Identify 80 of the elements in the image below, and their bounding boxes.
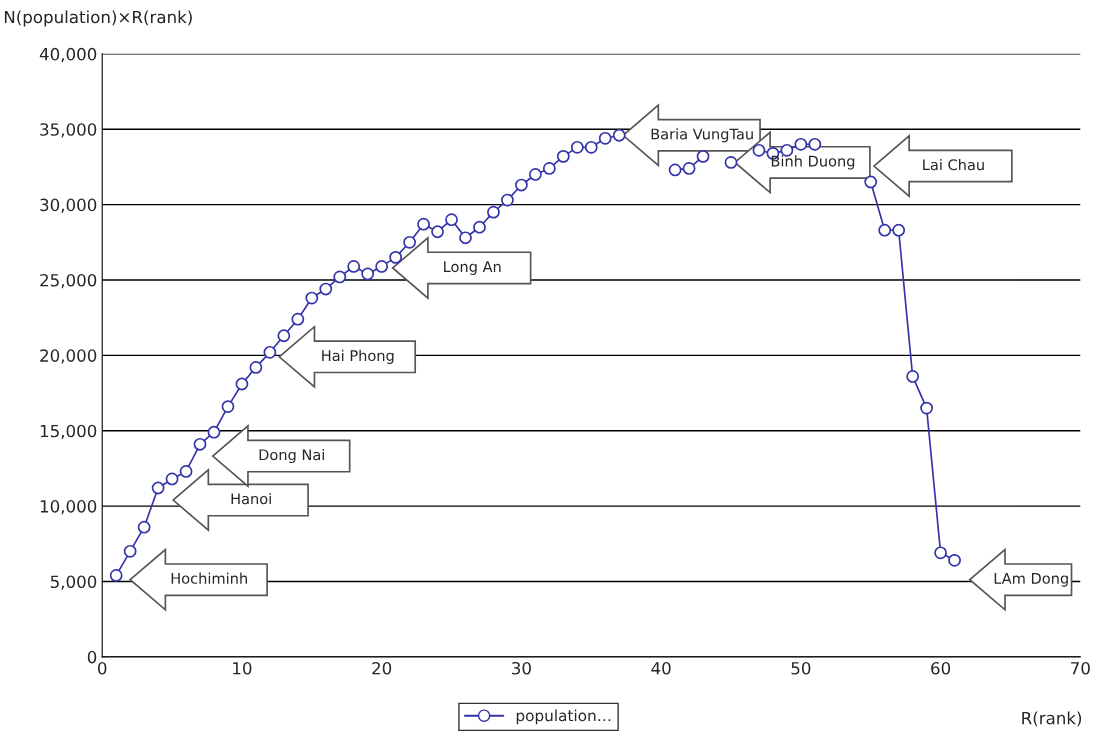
- point: [570, 140, 584, 154]
- x-tick-label: 0: [98, 661, 107, 675]
- point: [123, 544, 137, 558]
- y-tick-label: 15,000: [40, 424, 97, 439]
- point: [668, 163, 682, 177]
- x-tick-label: 40: [651, 661, 671, 675]
- annotation: Dong Nai: [259, 448, 324, 464]
- point: [752, 143, 766, 157]
- point: [151, 481, 165, 495]
- point: [459, 231, 472, 245]
- x-axis-title: R(rank): [1022, 711, 1082, 727]
- point: [361, 267, 375, 281]
- annotation: Long An: [444, 261, 501, 275]
- point: [473, 220, 486, 234]
- point: [501, 193, 514, 207]
- y-tick-label: 35,000: [40, 123, 97, 138]
- point: [794, 137, 808, 151]
- point: [319, 282, 333, 296]
- point: [682, 162, 696, 175]
- point: [333, 270, 347, 284]
- point: [431, 225, 444, 239]
- point: [808, 137, 822, 151]
- point: [417, 217, 430, 231]
- point: [235, 377, 249, 391]
- point: [528, 168, 542, 181]
- point: [487, 205, 500, 219]
- point: [556, 149, 570, 163]
- point: [934, 546, 947, 560]
- y-tick-label: 40,000: [39, 47, 97, 63]
- point: [584, 140, 598, 154]
- annotation: Hanoi: [231, 493, 271, 505]
- annotation: Hai Phong: [322, 349, 394, 364]
- legend-label: population…: [516, 709, 611, 725]
- point: [221, 400, 235, 413]
- point: [305, 291, 319, 305]
- point: [249, 361, 263, 374]
- point: [109, 569, 123, 582]
- point: [878, 223, 892, 237]
- point: [403, 235, 417, 249]
- y-tick-label: 25,000: [40, 273, 97, 289]
- annotation: Hochiminh: [171, 572, 247, 584]
- point: [165, 472, 179, 486]
- point: [542, 162, 556, 175]
- point: [612, 128, 626, 142]
- annotation: Binh Duong: [771, 155, 855, 170]
- x-tick-label: 50: [791, 661, 811, 675]
- point: [515, 178, 528, 192]
- point: [920, 401, 934, 415]
- point: [598, 131, 612, 145]
- point: [948, 553, 961, 567]
- x-tick-label: 10: [233, 661, 252, 675]
- point: [207, 425, 221, 439]
- annotation: Lai Chau: [923, 158, 984, 171]
- point: [347, 260, 361, 273]
- x-tick-label: 70: [1071, 661, 1090, 675]
- point: [696, 149, 710, 163]
- y-tick-label: 5,000: [50, 575, 97, 590]
- x-tick-label: 20: [372, 661, 392, 675]
- y-tick-label: 0: [87, 650, 97, 664]
- point: [375, 260, 389, 273]
- point: [389, 250, 403, 264]
- point: [445, 213, 458, 227]
- point: [277, 329, 291, 343]
- point: [892, 223, 906, 237]
- x-tick-label: 60: [931, 661, 951, 675]
- point: [906, 370, 920, 383]
- y-tick-label: 30,000: [40, 198, 97, 213]
- x-tick-label: 30: [512, 661, 531, 675]
- y-axis-title: N(population)×R(rank): [4, 10, 192, 27]
- point: [193, 437, 207, 451]
- point: [864, 175, 878, 189]
- point: [179, 465, 193, 478]
- point: [263, 345, 277, 359]
- point: [724, 156, 738, 169]
- annotation: LAm Dong: [994, 573, 1068, 587]
- point: [137, 520, 151, 534]
- y-tick-label: 10,000: [40, 500, 97, 515]
- y-tick-label: 20,000: [40, 349, 97, 364]
- point: [291, 312, 305, 326]
- annotation: Baria VungTau: [651, 128, 753, 143]
